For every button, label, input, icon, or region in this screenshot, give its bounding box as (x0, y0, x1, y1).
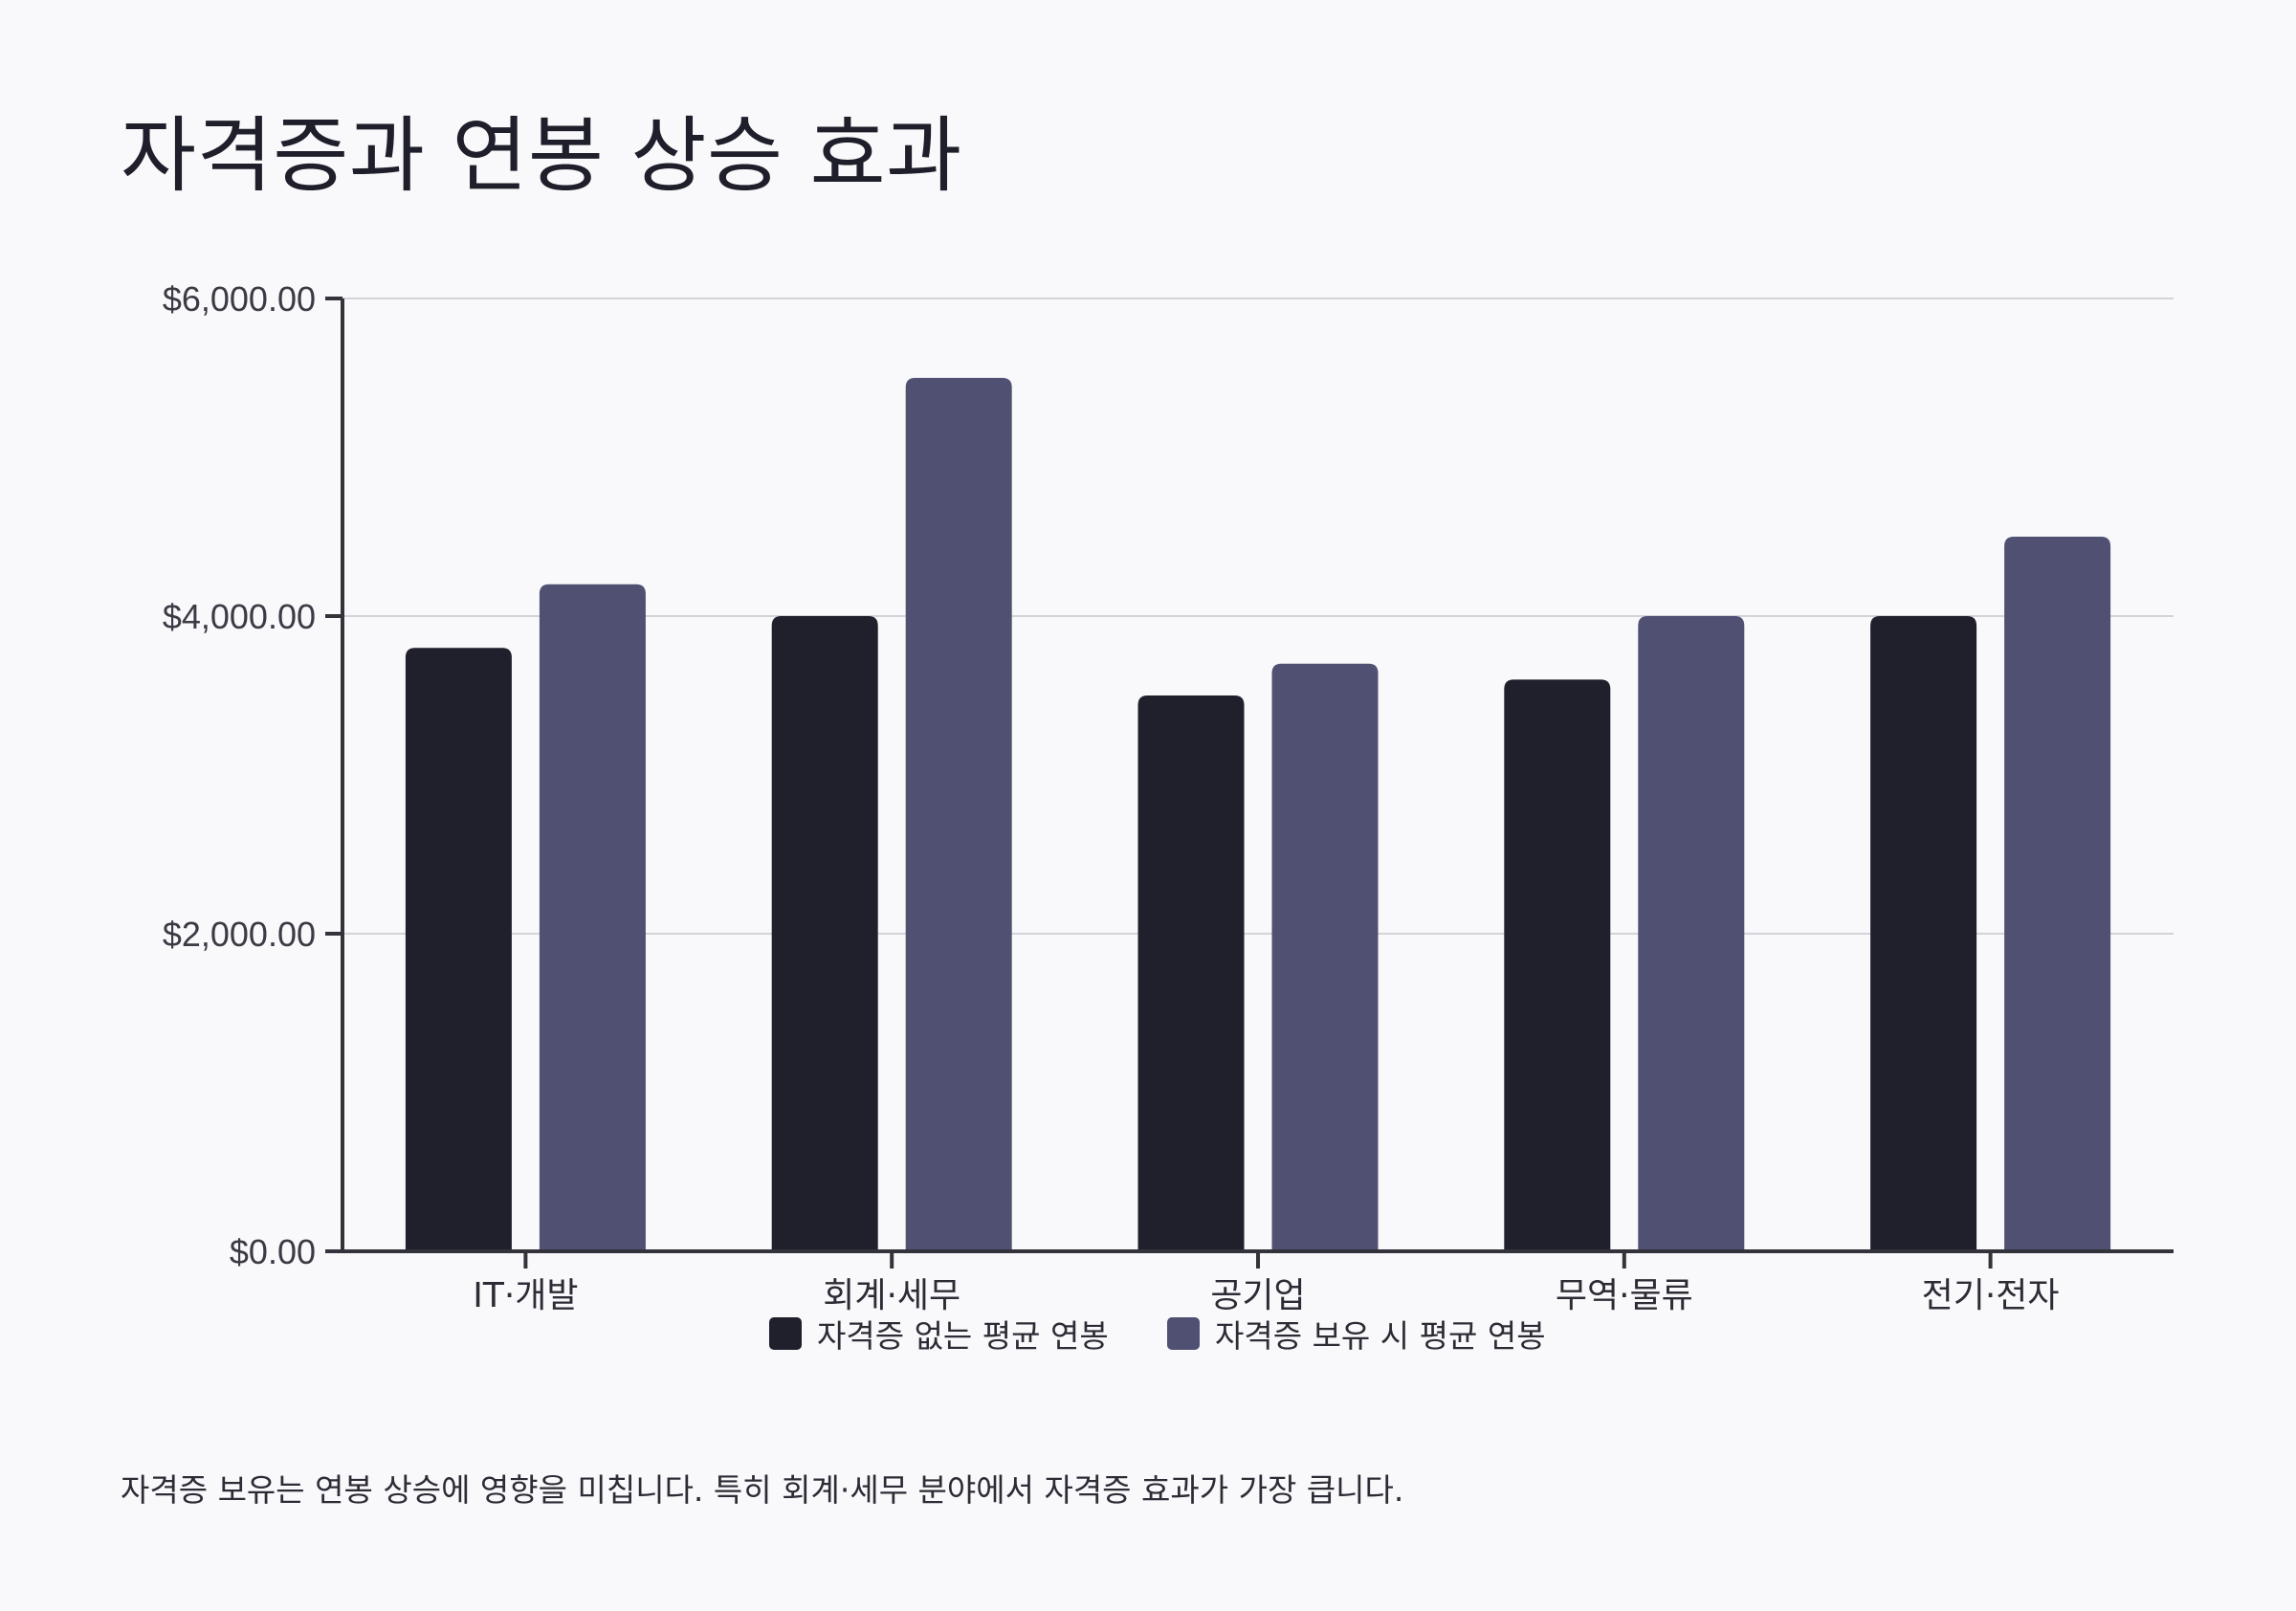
x-tick-label: 회계·세무 (823, 1276, 960, 1315)
bar (2004, 537, 2111, 1251)
x-tick-label: 공기업 (1210, 1276, 1305, 1315)
bar (1137, 695, 1245, 1251)
x-tick-label: IT·개발 (473, 1276, 578, 1315)
y-tick-label: $6,000.00 (163, 279, 316, 319)
legend-label-without-cert: 자격증 없는 평균 연봉 (817, 1317, 1109, 1355)
bar (1638, 616, 1745, 1251)
bar (905, 378, 1012, 1251)
bar (771, 616, 878, 1251)
bar (405, 648, 512, 1251)
legend-swatch-with-cert (1167, 1317, 1200, 1350)
chart-title: 자격증과 연봉 상승 효과 (121, 108, 962, 204)
y-tick-label: $4,000.00 (163, 597, 316, 636)
x-tick-label: 전기·전자 (1922, 1276, 2060, 1315)
legend: 자격증 없는 평균 연봉 자격증 보유 시 평균 연봉 (0, 1311, 2296, 1358)
legend-item-with-cert: 자격증 보유 시 평균 연봉 (1167, 1311, 1546, 1357)
y-tick-label: $0.00 (230, 1232, 316, 1271)
bar (1870, 616, 1977, 1251)
bar (539, 584, 646, 1251)
legend-label-with-cert: 자격증 보유 시 평균 연봉 (1215, 1317, 1546, 1355)
y-tick-label: $2,000.00 (163, 915, 316, 954)
bar (1271, 663, 1379, 1251)
legend-item-without-cert: 자격증 없는 평균 연봉 (769, 1311, 1109, 1357)
footnote: 자격증 보유는 연봉 상승에 영향을 미칩니다. 특히 회계·세무 분야에서 자… (121, 1471, 1404, 1509)
legend-swatch-without-cert (769, 1317, 802, 1350)
bar (1504, 679, 1611, 1251)
x-tick-label: 무역·물류 (1556, 1276, 1693, 1315)
